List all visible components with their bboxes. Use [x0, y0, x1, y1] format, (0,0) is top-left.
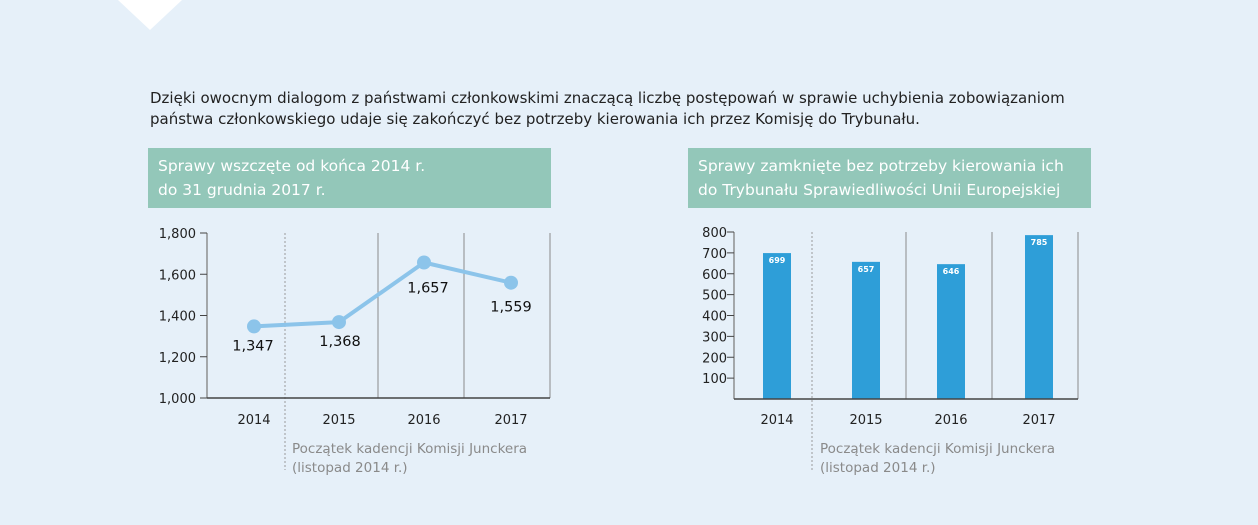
y-tick-label: 300 — [702, 330, 727, 345]
y-tick-label: 1,600 — [159, 268, 196, 283]
x-tick-label: 2017 — [1022, 413, 1055, 428]
data-point — [504, 275, 518, 290]
bar — [937, 264, 965, 399]
y-tick-label: 1,800 — [159, 227, 196, 242]
bar — [1025, 235, 1053, 399]
x-tick-label: 2017 — [494, 413, 527, 428]
y-tick-label: 500 — [702, 289, 727, 304]
series-line — [253, 260, 512, 329]
y-tick-label: 1,200 — [159, 351, 196, 366]
line-chart-title: Sprawy wszczęte od końca 2014 r. do 31 g… — [148, 148, 551, 208]
data-point — [332, 315, 346, 330]
data-label: 1,347 — [232, 338, 274, 354]
x-tick-label: 2016 — [934, 413, 967, 428]
y-tick-label: 400 — [702, 310, 727, 325]
y-tick-label: 800 — [702, 226, 727, 241]
annotation-line-1: Początek kadencji Komisji Junckera — [820, 441, 1055, 457]
data-label: 1,559 — [490, 300, 532, 316]
annotation-line-1: Początek kadencji Komisji Junckera — [292, 441, 527, 457]
bar-value-label: 657 — [858, 265, 875, 274]
y-tick-label: 600 — [702, 268, 727, 283]
y-tick-label: 100 — [702, 372, 727, 387]
data-point — [417, 255, 431, 270]
corner-notch — [118, 0, 182, 30]
y-tick-label: 1,000 — [159, 392, 196, 407]
annotation-line-2: (listopad 2014 r.) — [292, 460, 408, 476]
x-tick-label: 2015 — [849, 413, 882, 428]
bar-value-label: 785 — [1031, 238, 1048, 247]
x-tick-label: 2016 — [407, 413, 440, 428]
y-tick-label: 200 — [702, 351, 727, 366]
bar — [763, 253, 791, 399]
bar-chart-title: Sprawy zamknięte bez potrzeby kierowania… — [688, 148, 1091, 208]
bar-value-label: 699 — [769, 256, 786, 265]
y-tick-label: 1,400 — [159, 310, 196, 325]
data-label: 1,368 — [319, 334, 361, 350]
bar-value-label: 646 — [943, 267, 960, 276]
x-tick-label: 2015 — [322, 413, 355, 428]
y-tick-label: 700 — [702, 247, 727, 262]
intro-text: Dzięki owocnym dialogom z państwami czło… — [150, 89, 1065, 128]
x-tick-label: 2014 — [237, 413, 270, 428]
data-label: 1,657 — [407, 280, 449, 296]
data-point — [247, 319, 261, 334]
bar — [852, 261, 880, 399]
x-tick-label: 2014 — [760, 413, 793, 428]
annotation-line-2: (listopad 2014 r.) — [820, 460, 936, 476]
